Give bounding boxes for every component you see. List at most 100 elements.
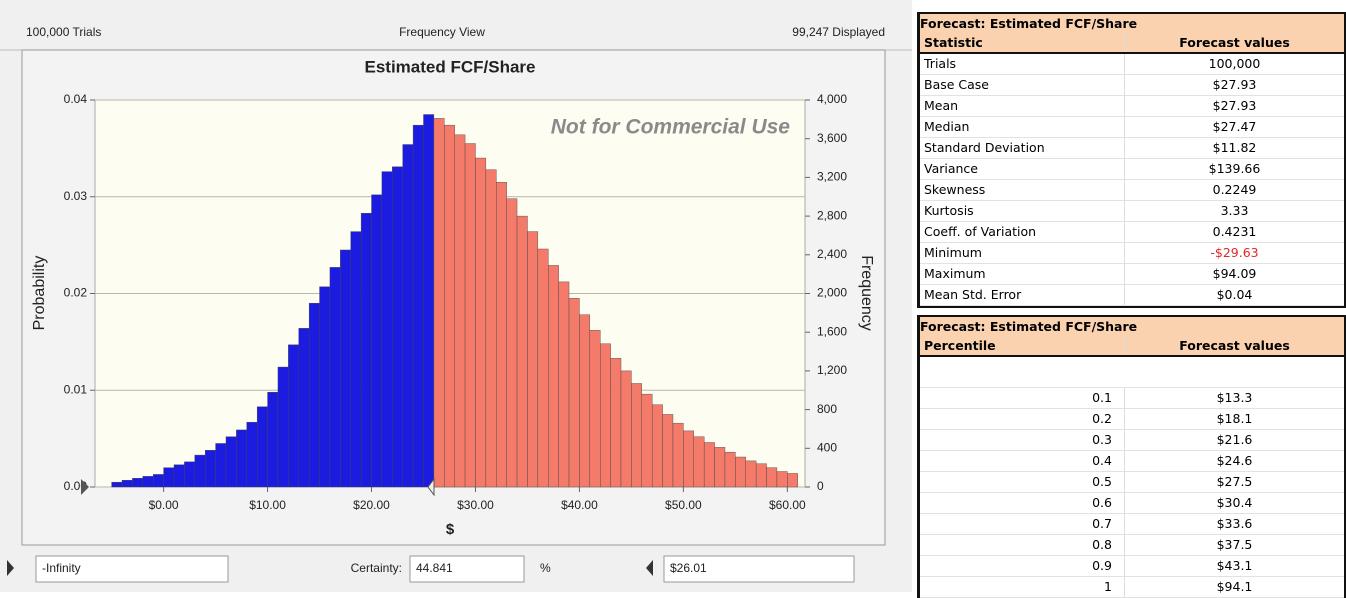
y2-tick-label: 2,000: [817, 286, 847, 300]
bar: [132, 478, 144, 488]
bar: [755, 463, 767, 488]
bar: [236, 429, 247, 488]
bar: [412, 124, 424, 488]
x-tick-label: $0.00: [149, 498, 179, 512]
certainty-label: Certainty:: [351, 561, 402, 575]
row-value: $27.93: [1212, 98, 1257, 113]
table-row: Variance $139.66: [920, 159, 1344, 180]
x-tick-label: $50.00: [665, 498, 702, 512]
table-body: 0.1 $13.3 0.2 $18.1 0.3 $21.6 0.4 $24.6 0.5 $27.5…: [917, 357, 1346, 598]
row-value: $0.04: [1216, 287, 1253, 302]
bar: [631, 383, 642, 488]
row-label: Coeff. of Variation: [920, 222, 1125, 242]
bar: [683, 430, 694, 488]
bar: [444, 124, 455, 488]
table-header-row: Statistic Forecast values: [920, 33, 1344, 52]
bar: [548, 265, 559, 488]
y-tick-label: 0.02: [64, 286, 88, 300]
y2-tick-label: 4,000: [817, 92, 847, 106]
bar: [256, 406, 268, 488]
row-value: $139.66: [1208, 161, 1261, 176]
table-row: 0.5 $27.5: [920, 472, 1344, 493]
y2-tick-label: 0: [817, 479, 824, 493]
stats-table: Forecast: Estimated FCF/Share Statistic Fo…: [917, 12, 1346, 308]
upper-limit-marker: [427, 477, 435, 497]
lower-limit-input[interactable]: [35, 555, 229, 583]
table-row: 0.7 $33.6: [920, 514, 1344, 535]
bar: [298, 328, 310, 488]
table-row: 0.2 $18.1: [920, 409, 1344, 430]
row-label: 1: [920, 577, 1125, 597]
bar: [496, 182, 507, 488]
row-value: 0.2249: [1212, 182, 1257, 197]
upper-grabber[interactable]: [646, 560, 653, 576]
row-value: 0.4231: [1212, 224, 1257, 239]
bar: [184, 461, 195, 488]
y-tick-label: 0.03: [64, 189, 88, 203]
header-cell: Forecast values: [1179, 338, 1290, 353]
row-label: Standard Deviation: [920, 138, 1125, 158]
bar: [610, 358, 622, 488]
row-label: 0.4: [920, 451, 1125, 471]
y2-axis-label: Frequency: [858, 255, 875, 331]
table-row: 0.3 $21.6: [920, 430, 1344, 451]
bar: [360, 212, 372, 488]
lower-limit-marker: [81, 479, 89, 495]
row-value: $43.1: [1216, 558, 1253, 573]
table-body: Trials 100,000 Base Case $27.93 Mean $27.93 Me…: [917, 54, 1346, 308]
bar: [641, 393, 653, 488]
row-value: $21.6: [1216, 432, 1253, 447]
bar: [163, 467, 175, 488]
table-row: Skewness 0.2249: [920, 180, 1344, 201]
x-tick-label: $20.00: [353, 498, 390, 512]
row-value: $24.6: [1216, 453, 1253, 468]
table-row: Minimum -$29.63: [920, 243, 1344, 264]
row-label: Skewness: [920, 180, 1125, 200]
upper-limit-input[interactable]: [663, 555, 855, 583]
row-value: $11.82: [1212, 140, 1257, 155]
table-title-row: Forecast: Estimated FCF/Share: [920, 14, 1344, 33]
lower-grabber[interactable]: [7, 560, 14, 576]
row-label: Base Case: [920, 75, 1125, 95]
table-box: Forecast: Estimated FCF/Share Statistic Fo…: [917, 12, 1346, 54]
row-label: Mean: [920, 96, 1125, 116]
x-tick-label: $10.00: [249, 498, 286, 512]
y2-tick-label: 1,200: [817, 363, 847, 377]
bar: [194, 454, 206, 488]
forecast-window: 100,000 Trials Frequency View 99,247 Dis…: [0, 0, 912, 592]
bar: [485, 169, 497, 488]
table-title: Forecast: Estimated FCF/Share: [920, 319, 1138, 334]
table-row: 0.6 $30.4: [920, 493, 1344, 514]
bar: [579, 314, 591, 488]
bar: [329, 267, 341, 488]
bar: [215, 443, 227, 488]
bar: [589, 330, 601, 488]
view-label: Frequency View: [399, 25, 485, 39]
y2-tick-label: 3,600: [817, 131, 847, 145]
row-value: 100,000: [1208, 56, 1261, 71]
certainty-input[interactable]: [409, 555, 525, 583]
row-label: 0.6: [920, 493, 1125, 513]
table-title-row: Forecast: Estimated FCF/Share: [920, 317, 1344, 336]
bar: [745, 460, 757, 488]
bar: [776, 471, 788, 488]
bar: [662, 414, 674, 488]
row-value: $27.47: [1212, 119, 1257, 134]
table-row: Mean Std. Error $0.04: [920, 285, 1344, 306]
bar: [620, 370, 632, 488]
upper-limit-text: $26.01: [670, 561, 707, 575]
bar: [277, 366, 289, 488]
percentile-table: Forecast: Estimated FCF/Share Percentile F…: [917, 315, 1346, 598]
table-title: Forecast: Estimated FCF/Share: [920, 16, 1138, 31]
bar: [225, 436, 237, 488]
header-cell: Percentile: [920, 336, 1125, 355]
bar: [340, 249, 351, 488]
row-label: 0.2: [920, 409, 1125, 429]
row-label: 0.9: [920, 556, 1125, 576]
trials-label: 100,000 Trials: [26, 25, 101, 39]
bar: [672, 422, 684, 488]
table-header-row: Percentile Forecast values: [920, 336, 1344, 355]
bar: [537, 248, 549, 488]
table-row: Coeff. of Variation 0.4231: [920, 222, 1344, 243]
x-tick-label: $30.00: [457, 498, 494, 512]
